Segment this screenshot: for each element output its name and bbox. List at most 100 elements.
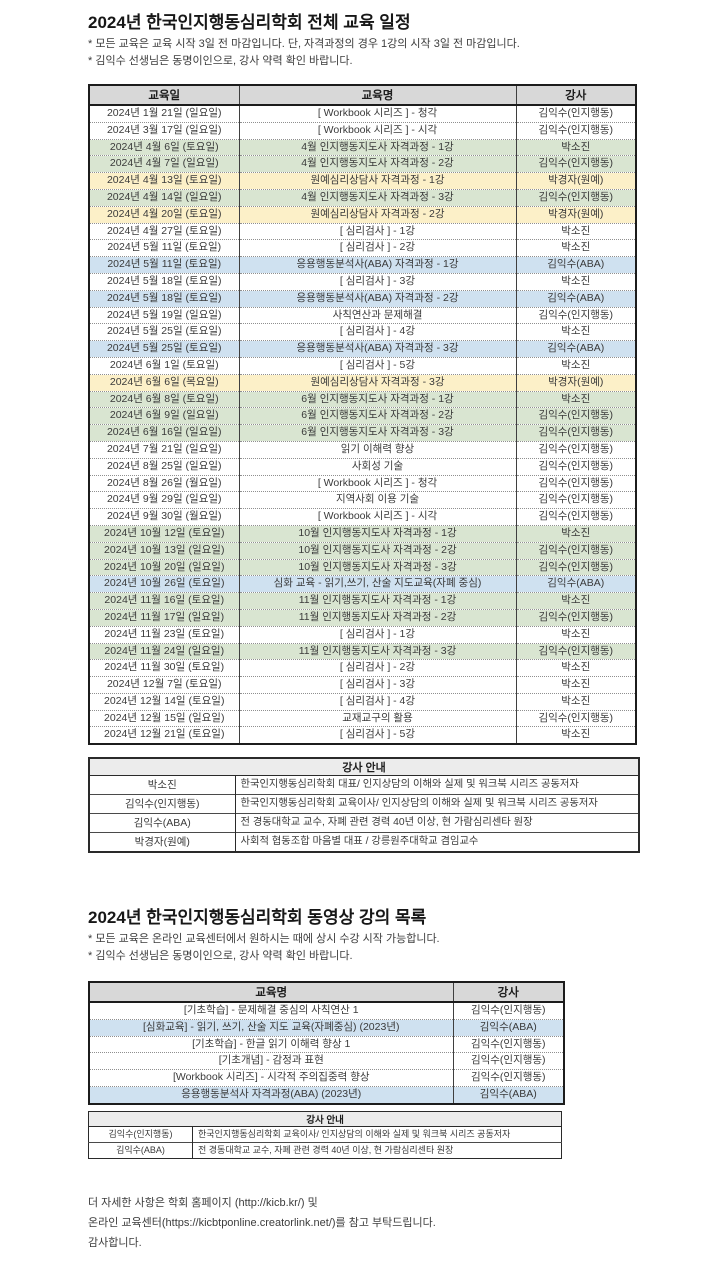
course-cell: [ 심리검사 ] - 3강 [238, 676, 516, 694]
table-row: 2024년 10월 13일 (일요일) 10월 인지행동지도사 자격과정 - 2… [89, 541, 636, 560]
instructor-cell: 박소진 [515, 222, 636, 240]
instructor-cell: 박소진 [515, 726, 636, 745]
table-row: 2024년 12월 15일 (일요일) 교재교구의 활용 김익수(인지행동) [89, 709, 636, 727]
instructor-cell: 박경자(원예) [515, 172, 636, 190]
instructor-cell: 박소진 [515, 323, 636, 341]
instructor-cell: 김익수(인지행동) [515, 121, 636, 140]
instructor-name-cell: 박경자(원예) [89, 832, 236, 852]
instructor-bio-cell: 전 경동대학교 교수, 자폐 관련 경력 40년 이상, 현 가람심리센타 원장 [192, 1142, 562, 1159]
course-cell: 10월 인지행동지도사 자격과정 - 2강 [238, 541, 516, 560]
instructor-cell: 김익수(인지행동) [515, 105, 636, 123]
instructor-cell: 박소진 [515, 272, 636, 291]
table-row: 2024년 5월 18일 (토요일) 응용행동분석사(ABA) 자격과정 - 2… [89, 289, 636, 308]
instructor-bio-cell: 사회적 협동조합 마음별 대표 / 강릉원주대학교 겸임교수 [235, 832, 640, 852]
course-cell: [ 심리검사 ] - 4강 [238, 323, 516, 341]
table-row: 2024년 11월 16일 (토요일) 11월 인지행동지도사 자격과정 - 1… [89, 592, 636, 610]
course-cell: 4월 인지행동지도사 자격과정 - 3강 [238, 188, 516, 207]
column-header-date: 교육일 [89, 85, 239, 106]
course-cell: [ 심리검사 ] - 5강 [238, 356, 516, 375]
table-row: 2024년 11월 17일 (일요일) 11월 인지행동지도사 자격과정 - 2… [89, 608, 636, 627]
instructor-cell: 박경자(원예) [515, 373, 636, 392]
instructor-cell: 김익수(인지행동) [515, 188, 636, 207]
date-cell: 2024년 12월 7일 (토요일) [89, 676, 239, 694]
table-row: 2024년 11월 24일 (일요일) 11월 인지행동지도사 자격과정 - 3… [89, 642, 636, 660]
instructor-cell: 김익수(인지행동) [515, 306, 636, 324]
instructor-cell: 박소진 [515, 138, 636, 156]
date-cell: 2024년 8월 25일 (일요일) [89, 457, 239, 476]
course-cell: [ Workbook 시리즈 ] - 시각 [238, 508, 516, 526]
table-row: 2024년 11월 30일 (토요일) [ 심리검사 ] - 2강 박소진 [89, 659, 636, 677]
date-cell: 2024년 11월 23일 (토요일) [89, 625, 239, 643]
table-row: [Workbook 시리즈] - 시각적 주의집중력 향상 김익수(인지행동) [89, 1069, 564, 1087]
instructor-cell: 김익수(인지행동) [452, 1069, 564, 1087]
schedule-table: 교육일 교육명 강사 2024년 1월 21일 (일요일) [ Workbook… [88, 84, 637, 746]
course-cell: 지역사회 이용 기술 [238, 491, 516, 509]
footer-line: 더 자세한 사항은 학회 홈페이지 (http://kicb.kr/) 및 [88, 1197, 318, 1209]
section2-title: 2024년 한국인지행동심리학회 동영상 강의 목록 [88, 908, 427, 927]
date-cell: 2024년 5월 11일 (토요일) [89, 256, 239, 274]
instructor-cell: 김익수(인지행동) [515, 424, 636, 442]
instructor-cell: 김익수(인지행동) [515, 709, 636, 727]
table-row: 응용행동분석사 자격과정(ABA) (2023년) 김익수(ABA) [89, 1085, 564, 1104]
table-row: [심화교육] - 읽기, 쓰기, 산술 지도 교육(자폐중심) (2023년) … [89, 1018, 564, 1037]
course-cell: [기초개념] - 감정과 표현 [89, 1052, 453, 1070]
table-row: 2024년 5월 18일 (토요일) [ 심리검사 ] - 3강 박소진 [89, 272, 636, 291]
date-cell: 2024년 6월 16일 (일요일) [89, 424, 239, 442]
table-row: 2024년 5월 11일 (토요일) 응용행동분석사(ABA) 자격과정 - 1… [89, 256, 636, 274]
course-cell: 6월 인지행동지도사 자격과정 - 1강 [238, 390, 516, 408]
date-cell: 2024년 9월 29일 (일요일) [89, 491, 239, 509]
section1-title: 2024년 한국인지행동심리학회 전체 교육 일정 [88, 13, 411, 32]
instructor-cell: 김익수(인지행동) [515, 608, 636, 627]
date-cell: 2024년 12월 15일 (일요일) [89, 709, 239, 727]
course-cell: [ 심리검사 ] - 1강 [238, 222, 516, 240]
table-row: 2024년 10월 20일 (일요일) 10월 인지행동지도사 자격과정 - 3… [89, 558, 636, 576]
course-cell: 읽기 이해력 향상 [238, 440, 516, 459]
date-cell: 2024년 5월 19일 (일요일) [89, 306, 239, 324]
note-line: * 모든 교육은 교육 시작 3일 전 마감입니다. 단, 자격과정의 경우 1… [88, 38, 520, 50]
course-cell: [기초학습] - 한글 읽기 이해력 향상 1 [89, 1035, 453, 1053]
instructor-cell: 김익수(인지행동) [515, 155, 636, 173]
video-table-header: 교육명 강사 [89, 982, 564, 1003]
course-cell: 응용행동분석사(ABA) 자격과정 - 2강 [238, 289, 516, 308]
column-header-instructor: 강사 [515, 85, 636, 106]
course-cell: [ 심리검사 ] - 1강 [238, 625, 516, 643]
table-row: 2024년 5월 11일 (토요일) [ 심리검사 ] - 2강 박소진 [89, 239, 636, 257]
date-cell: 2024년 4월 13일 (토요일) [89, 172, 239, 190]
instructor-guide-table-small: 강사 안내 김익수(인지행동) 한국인지행동심리학회 교육이사/ 인지상담의 이… [88, 1111, 563, 1159]
course-cell: [ Workbook 시리즈 ] - 청각 [238, 105, 516, 123]
date-cell: 2024년 4월 20일 (토요일) [89, 205, 239, 224]
date-cell: 2024년 5월 25일 (토요일) [89, 323, 239, 341]
course-cell: 응용행동분석사 자격과정(ABA) (2023년) [89, 1085, 453, 1104]
instructor-cell: 김익수(인지행동) [515, 508, 636, 526]
note-line: * 김익수 선생님은 동명이인으로, 강사 약력 확인 바랍니다. [88, 55, 353, 67]
date-cell: 2024년 10월 20일 (일요일) [89, 558, 239, 576]
table-row: [기초학습] - 한글 읽기 이해력 향상 1 김익수(인지행동) [89, 1035, 564, 1053]
instructor-name-cell: 박소진 [89, 775, 236, 795]
table-row: 2024년 3월 17일 (일요일) [ Workbook 시리즈 ] - 시각… [89, 121, 636, 140]
instructor-cell: 김익수(인지행동) [515, 474, 636, 492]
course-cell: 응용행동분석사(ABA) 자격과정 - 3강 [238, 340, 516, 358]
table-row: 2024년 1월 21일 (일요일) [ Workbook 시리즈 ] - 청각… [89, 105, 636, 123]
table-row: 2024년 6월 9일 (일요일) 6월 인지행동지도사 자격과정 - 2강 김… [89, 407, 636, 425]
column-header-instructor: 강사 [452, 982, 564, 1003]
instructor-bio-cell: 한국인지행동심리학회 교육이사/ 인지상담의 이해와 실제 및 워크북 시리즈 … [235, 794, 640, 814]
instructor-name-cell: 김익수(ABA) [88, 1142, 193, 1159]
table-row: 2024년 6월 16일 (일요일) 6월 인지행동지도사 자격과정 - 3강 … [89, 424, 636, 442]
course-cell: 11월 인지행동지도사 자격과정 - 2강 [238, 608, 516, 627]
date-cell: 2024년 3월 17일 (일요일) [89, 121, 239, 140]
instructor-bio-cell: 전 경동대학교 교수, 자폐 관련 경력 40년 이상, 현 가람심리센타 원장 [235, 813, 640, 833]
table-row: 2024년 5월 25일 (토요일) 응용행동분석사(ABA) 자격과정 - 3… [89, 340, 636, 358]
date-cell: 2024년 4월 14일 (일요일) [89, 188, 239, 207]
instructor-cell: 김익수(인지행동) [515, 541, 636, 560]
date-cell: 2024년 10월 12일 (토요일) [89, 524, 239, 543]
table-row: 2024년 11월 23일 (토요일) [ 심리검사 ] - 1강 박소진 [89, 625, 636, 643]
instructor-guide-body: 박소진 한국인지행동심리학회 대표/ 인지상담의 이해와 실제 및 워크북 시리… [89, 775, 640, 852]
date-cell: 2024년 4월 7일 (일요일) [89, 155, 239, 173]
date-cell: 2024년 11월 17일 (일요일) [89, 608, 239, 627]
table-row: 2024년 9월 29일 (일요일) 지역사회 이용 기술 김익수(인지행동) [89, 491, 636, 509]
schedule-table-header: 교육일 교육명 강사 [89, 85, 636, 106]
table-row: 박소진 한국인지행동심리학회 대표/ 인지상담의 이해와 실제 및 워크북 시리… [89, 775, 639, 795]
table-row: [기초개념] - 감정과 표현 김익수(인지행동) [89, 1052, 564, 1070]
course-cell: 6월 인지행동지도사 자격과정 - 3강 [238, 424, 516, 442]
instructor-cell: 김익수(ABA) [452, 1085, 564, 1104]
